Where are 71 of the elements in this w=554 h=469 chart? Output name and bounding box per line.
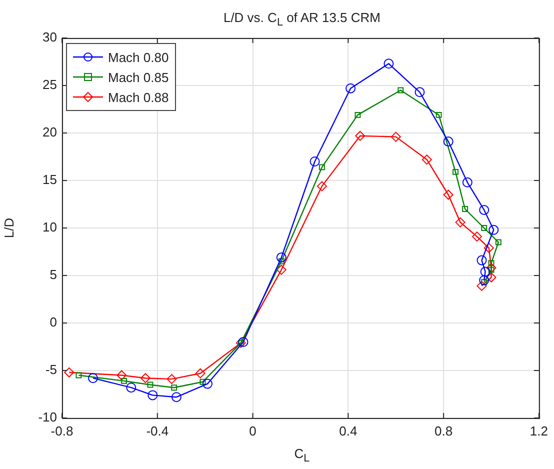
point (455, 217, 466, 228)
point (398, 87, 404, 94)
point (390, 132, 401, 142)
point (486, 262, 496, 273)
x-tick-label: 1.2 (530, 423, 548, 438)
y-tick-label: 20 (42, 124, 57, 140)
point (238, 337, 248, 347)
point (202, 378, 212, 389)
point (479, 275, 490, 286)
point (354, 112, 361, 118)
point (200, 378, 206, 385)
point (310, 156, 320, 166)
point (346, 83, 356, 94)
y-axis-title: L/D (1, 218, 16, 238)
point (147, 382, 154, 388)
point (126, 382, 136, 393)
point (171, 384, 178, 391)
point (488, 260, 494, 266)
point (443, 190, 454, 200)
legend-label: Mach 0.80 (108, 50, 169, 64)
y-tick-label: -10 (38, 410, 57, 425)
point (484, 242, 494, 253)
point (422, 154, 432, 165)
point (276, 264, 286, 275)
x-tick-label: -0.8 (50, 423, 74, 438)
y-tick-label: 5 (50, 267, 57, 282)
point (355, 130, 366, 141)
y-tick-label: -5 (45, 362, 57, 378)
y-tick-label: 30 (42, 30, 57, 45)
chart-title: L/D vs. C$_{L}$ of AR 13.5 CRM (222, 10, 382, 29)
legend-label: Mach 0.88 (108, 90, 169, 104)
point (436, 112, 442, 118)
point (148, 390, 158, 400)
point (171, 392, 182, 402)
point (384, 58, 394, 69)
point (195, 368, 206, 378)
point (479, 204, 490, 215)
point (486, 272, 496, 282)
x-axis-title: C$_{L}$ (293, 446, 311, 465)
point (472, 232, 482, 242)
point (495, 239, 502, 246)
point (480, 266, 490, 277)
x-tick-label: 0.8 (434, 423, 453, 438)
x-tick-label: 0.4 (339, 423, 358, 438)
point (462, 177, 472, 188)
point (166, 374, 177, 384)
point (318, 164, 325, 170)
point (276, 252, 286, 262)
point (481, 225, 488, 231)
y-tick-label: 10 (42, 220, 57, 235)
point (121, 378, 127, 384)
point (76, 372, 82, 378)
legend-label: Mach 0.85 (108, 70, 169, 84)
point (476, 280, 487, 291)
x-tick-label: -0.4 (146, 423, 169, 438)
point (116, 370, 127, 380)
point (88, 373, 98, 384)
point (476, 255, 487, 266)
point (488, 224, 499, 235)
point (64, 367, 74, 378)
y-tick-label: 25 (42, 77, 57, 92)
y-tick-label: 0 (50, 314, 57, 330)
point (443, 136, 454, 147)
point (414, 87, 425, 98)
point (140, 373, 150, 384)
point (462, 206, 468, 212)
point (316, 181, 327, 192)
point (452, 168, 458, 175)
y-tick-label: 15 (42, 172, 57, 188)
point (278, 258, 284, 264)
x-tick-label: 0 (249, 423, 256, 438)
